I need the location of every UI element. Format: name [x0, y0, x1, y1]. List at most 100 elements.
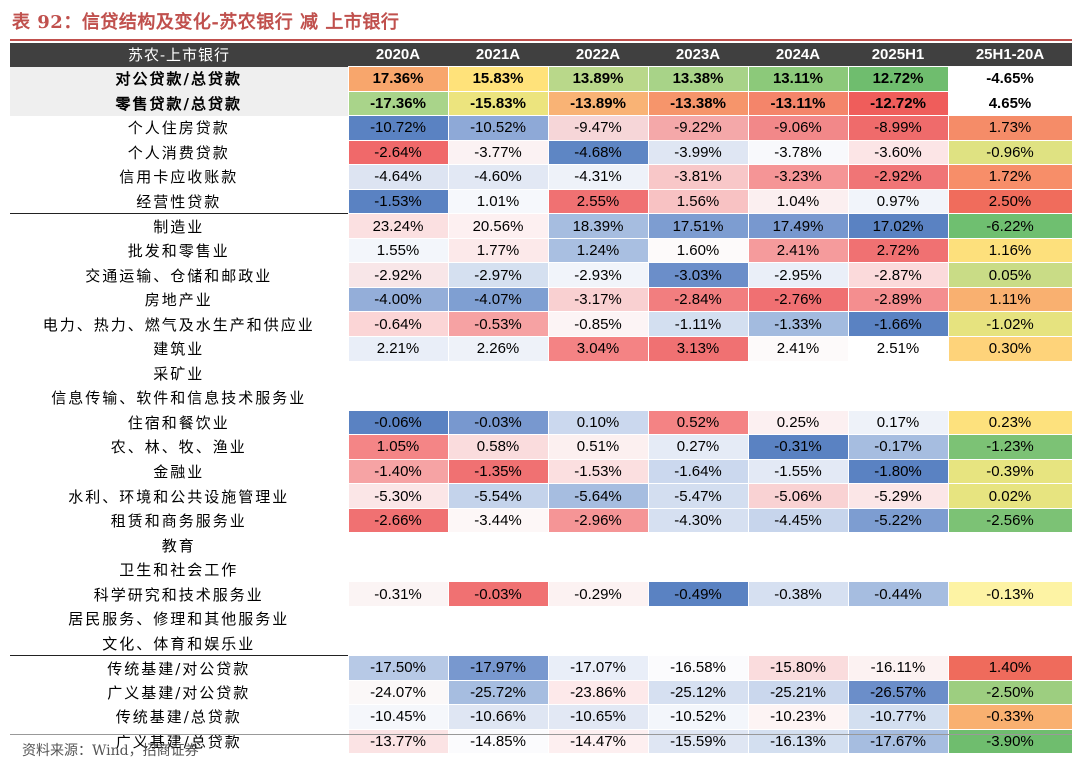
value-cell: -4.64%: [347, 164, 449, 190]
value-cell: -1.11%: [647, 311, 749, 338]
value-cell: [947, 556, 1073, 583]
value-cell: -23.86%: [547, 679, 649, 706]
value-cell: 2.50%: [947, 188, 1073, 215]
row-label: 信息传输、软件和信息技术服务业: [51, 389, 307, 408]
value-cell: -5.29%: [847, 483, 949, 509]
header-row-label: 苏农-上市银行: [10, 43, 348, 67]
row-label: 住宿和餐饮业: [127, 413, 230, 432]
value-cell: -1.23%: [947, 434, 1073, 460]
value-cell: -25.12%: [647, 679, 749, 706]
header-column: 2023A: [648, 43, 748, 67]
row-label: 制造业: [10, 213, 348, 239]
table-row: 电力、热力、燃气及水生产和供应业 -0.64% -0.53% -0.85% -1.11%…: [10, 311, 1073, 338]
value-cell: -2.64%: [347, 139, 449, 166]
value-cell: 2.72%: [847, 237, 949, 264]
value-cell: -10.52%: [647, 704, 749, 730]
row-label: 个人消费贷款: [127, 143, 230, 162]
table-row: 教育: [10, 532, 1073, 558]
value-cell: -0.53%: [447, 311, 549, 338]
value-cell: -10.45%: [347, 704, 449, 730]
value-cell: -17.67%: [847, 728, 949, 755]
table-row: 个人消费贷款 -2.64% -3.77% -4.68% -3.99% -3.78% -3.6…: [10, 139, 1073, 166]
value-cell: 20.56%: [447, 213, 549, 239]
table-row: 科学研究和技术服务业 -0.31% -0.03% -0.29% -0.49% -0.38%…: [10, 581, 1073, 608]
row-label: 教育: [161, 536, 196, 555]
row-label: 广义基建/对公贷款: [107, 683, 251, 702]
value-cell: 17.02%: [847, 213, 949, 239]
value-cell: [447, 360, 549, 387]
value-cell: 0.17%: [847, 409, 949, 436]
value-cell: [347, 630, 449, 657]
value-cell: -3.81%: [647, 164, 749, 190]
value-cell: -5.06%: [747, 483, 849, 509]
table-row: 住宿和餐饮业 -0.06% -0.03% 0.10% 0.52% 0.25% 0.17% 0.…: [10, 409, 1073, 436]
row-label: 居民服务、修理和其他服务业: [68, 610, 290, 629]
table-row: 批发和零售业 1.55% 1.77% 1.24% 1.60% 2.41% 2.72% 1.16…: [10, 237, 1073, 264]
value-cell: 1.40%: [947, 655, 1073, 681]
title-divider: [10, 39, 1072, 41]
value-cell: [847, 360, 949, 387]
value-cell: [547, 630, 649, 657]
value-cell: [747, 630, 849, 657]
value-cell: [647, 556, 749, 583]
table-row: 制造业 23.24% 20.56% 18.39% 17.51% 17.49% 17.02% -…: [10, 213, 1073, 239]
value-cell: -2.95%: [747, 262, 849, 288]
row-label: 建筑业: [153, 340, 205, 359]
value-cell: 1.04%: [747, 188, 849, 215]
value-cell: -17.97%: [447, 655, 549, 681]
value-cell: 0.30%: [947, 336, 1073, 362]
row-label: 交通运输、仓储和邮政业: [85, 266, 273, 285]
value-cell: -4.60%: [447, 164, 549, 190]
value-cell: -17.36%: [347, 90, 449, 117]
table-row: 交通运输、仓储和邮政业 -2.92% -2.97% -2.93% -3.03% -2.95…: [10, 262, 1073, 288]
value-cell: 13.89%: [547, 66, 649, 92]
table-row: 信用卡应收账款 -4.64% -4.60% -4.31% -3.81% -3.23% -2.…: [10, 164, 1073, 190]
value-cell: 0.52%: [647, 409, 749, 436]
value-cell: [447, 556, 549, 583]
footer-divider: [10, 734, 1072, 735]
value-cell: -5.54%: [447, 483, 549, 509]
row-label: 采矿业: [153, 364, 205, 383]
value-cell: -2.93%: [547, 262, 649, 288]
value-cell: 1.56%: [647, 188, 749, 215]
value-cell: -14.85%: [447, 728, 549, 755]
value-cell: [847, 556, 949, 583]
value-cell: -0.13%: [947, 581, 1073, 608]
value-cell: -0.03%: [447, 581, 549, 608]
value-cell: -0.17%: [847, 434, 949, 460]
value-cell: -5.30%: [347, 483, 449, 509]
value-cell: -3.77%: [447, 139, 549, 166]
value-cell: 0.58%: [447, 434, 549, 460]
value-cell: -2.89%: [847, 286, 949, 313]
value-cell: [747, 360, 849, 387]
value-cell: -3.44%: [447, 507, 549, 534]
value-cell: -9.06%: [747, 115, 849, 141]
value-cell: [947, 385, 1073, 411]
value-cell: [447, 606, 549, 632]
table-row: 信息传输、软件和信息技术服务业: [10, 385, 1073, 411]
value-cell: -15.59%: [647, 728, 749, 755]
table-row: 传统基建/对公贷款 -17.50% -17.97% -17.07% -16.58% -15…: [10, 655, 1073, 681]
value-cell: [847, 385, 949, 411]
value-cell: -25.21%: [747, 679, 849, 706]
value-cell: -5.47%: [647, 483, 749, 509]
table-row: 农、林、牧、渔业 1.05% 0.58% 0.51% 0.27% -0.31% -0.17%…: [10, 434, 1073, 460]
value-cell: [747, 606, 849, 632]
table-row: 广义基建/总贷款 -13.77% -14.85% -14.47% -15.59% -16.…: [10, 728, 1073, 755]
table-row: 房地产业 -4.00% -4.07% -3.17% -2.84% -2.76% -2.89%…: [10, 286, 1073, 313]
value-cell: -10.23%: [747, 704, 849, 730]
row-label: 金融业: [153, 463, 205, 482]
value-cell: 0.10%: [547, 409, 649, 436]
value-cell: [547, 532, 649, 558]
value-cell: -0.85%: [547, 311, 649, 338]
table-row: 传统基建/总贷款 -10.45% -10.66% -10.65% -10.52% -10.…: [10, 704, 1073, 730]
value-cell: -10.66%: [447, 704, 549, 730]
header-column: 2020A: [348, 43, 448, 67]
value-cell: -1.66%: [847, 311, 949, 338]
header-column: 2025H1: [848, 43, 948, 67]
value-cell: -10.72%: [347, 115, 449, 141]
table-row: 经营性贷款 -1.53% 1.01% 2.55% 1.56% 1.04% 0.97% 2.50…: [10, 188, 1073, 215]
table-body: 对公贷款/总贷款 17.36% 15.83% 13.89% 13.38% 13.11% 12…: [10, 66, 1073, 755]
value-cell: [847, 630, 949, 657]
value-cell: -10.52%: [447, 115, 549, 141]
